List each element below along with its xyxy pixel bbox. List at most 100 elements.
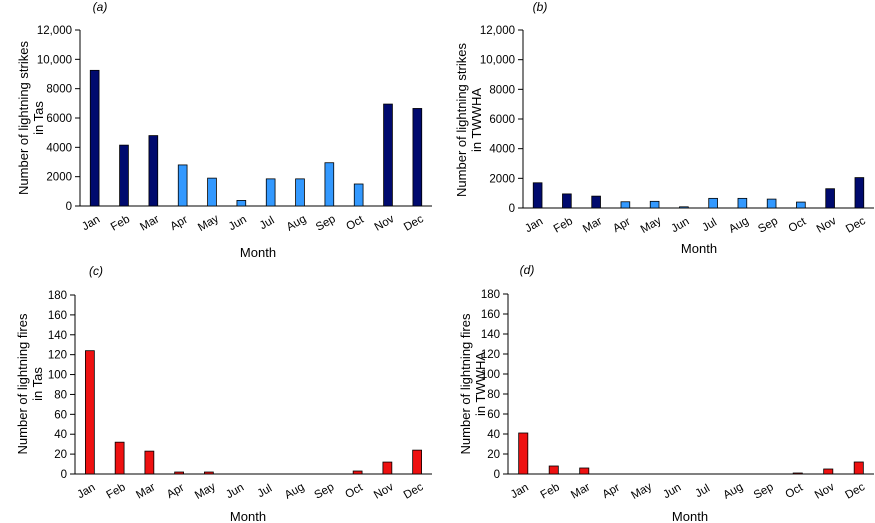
x-tick-label: Jun — [224, 482, 246, 502]
y-tick-label: 80 — [54, 389, 67, 401]
x-tick-label: Nov — [372, 481, 396, 502]
bar-dec — [412, 449, 422, 475]
bar-feb — [114, 441, 125, 475]
bar-mar — [579, 467, 590, 475]
x-tick-label: Apr — [168, 214, 190, 233]
bar-mar — [144, 450, 155, 475]
bar-dec — [853, 461, 864, 475]
y-tick-label: 0 — [509, 203, 515, 215]
panel-label: (d) — [520, 263, 535, 277]
y-axis-title-line: Number of lightning fires — [15, 313, 30, 454]
chart-panel-2: (c) 0 20 40 60 80 100 120 140 160 180 Jan Feb Mar Apr M… — [15, 264, 432, 523]
bar-nov — [823, 468, 834, 475]
panel-label: (a) — [93, 0, 108, 14]
y-tick-label: 10,000 — [37, 54, 72, 66]
x-tick-label: Feb — [105, 481, 128, 501]
y-tick-label: 0 — [61, 469, 67, 481]
y-axis-title-line: Number of lightning strikes — [16, 41, 31, 195]
panel-label: (b) — [533, 0, 548, 14]
y-tick-label: 12,000 — [37, 25, 72, 37]
bar-sep — [324, 162, 335, 207]
y-tick-label: 8000 — [46, 84, 72, 96]
x-tick-label: Nov — [813, 481, 837, 502]
x-tick-label: May — [629, 481, 654, 502]
x-tick-label: Jun — [661, 482, 683, 502]
y-axis-title-line: Number of lightning fires — [458, 313, 473, 454]
x-tick-label: Aug — [283, 481, 307, 502]
x-tick-label: Dec — [843, 481, 867, 502]
x-tick-label: Jan — [523, 216, 545, 236]
x-tick-label: Jul — [693, 483, 712, 501]
y-tick-label: 140 — [48, 330, 67, 342]
y-tick-label: 140 — [481, 329, 500, 341]
x-axis-title: Month — [230, 509, 266, 523]
y-tick-label: 6000 — [489, 114, 515, 126]
y-tick-label: 160 — [48, 310, 67, 322]
bar-may — [207, 177, 217, 207]
y-tick-label: 0 — [66, 201, 72, 213]
x-tick-label: Feb — [109, 213, 132, 233]
y-axis-title: Number of lightning firesin TWWHA — [458, 313, 488, 454]
bar-oct — [796, 201, 806, 209]
y-axis-title-line: in TWWHA — [473, 352, 488, 416]
bar-aug — [737, 197, 748, 209]
x-axis-title: Month — [672, 509, 708, 523]
x-tick-label: Dec — [402, 481, 426, 502]
x-tick-label: Sep — [756, 215, 780, 236]
bar-dec — [854, 177, 865, 209]
y-tick-label: 180 — [48, 290, 67, 302]
y-tick-label: 4000 — [46, 142, 72, 154]
x-tick-label: May — [639, 215, 664, 236]
x-tick-label: Oct — [787, 215, 809, 235]
y-tick-label: 20 — [54, 449, 67, 461]
y-tick-label: 60 — [487, 409, 500, 421]
y-axis-title: Number of lightning firesin Tas — [15, 313, 45, 454]
y-tick-label: 10,000 — [480, 55, 515, 67]
y-tick-label: 2000 — [489, 173, 515, 185]
bar-mar — [148, 135, 159, 207]
x-tick-label: Mar — [138, 213, 161, 233]
y-tick-label: 2000 — [46, 172, 72, 184]
x-tick-label: Aug — [721, 481, 745, 502]
y-tick-label: 12,000 — [480, 25, 515, 37]
bar-jul — [708, 197, 718, 209]
y-tick-label: 20 — [487, 449, 500, 461]
x-tick-label: Jun — [669, 216, 691, 236]
x-tick-label: Oct — [344, 213, 366, 233]
x-tick-label: Apr — [600, 482, 622, 501]
x-tick-label: Jul — [700, 217, 719, 235]
x-tick-label: Aug — [285, 213, 309, 234]
bar-may — [649, 200, 660, 209]
bar-apr — [174, 471, 184, 475]
x-tick-label: Jul — [258, 215, 277, 233]
y-tick-label: 6000 — [46, 113, 72, 125]
panel-label: (c) — [89, 264, 103, 278]
bar-oct — [352, 470, 363, 475]
y-tick-label: 100 — [48, 370, 67, 382]
bar-nov — [825, 188, 835, 209]
x-tick-label: Jan — [75, 482, 97, 502]
x-tick-label: Jan — [80, 214, 102, 234]
x-tick-label: Jun — [227, 214, 249, 234]
bar-feb — [562, 193, 572, 209]
bar-jul — [265, 178, 276, 207]
y-tick-label: 8000 — [489, 84, 515, 96]
x-axis-title: Month — [681, 241, 717, 256]
bar-nov — [382, 461, 393, 475]
x-tick-label: Mar — [569, 481, 592, 501]
bar-apr — [177, 164, 188, 207]
y-tick-label: 120 — [481, 349, 500, 361]
x-tick-label: Apr — [611, 216, 633, 235]
bar-nov — [383, 103, 393, 207]
y-tick-label: 120 — [48, 350, 67, 362]
bar-sep — [766, 198, 777, 209]
bar-apr — [620, 201, 631, 209]
bar-dec — [412, 108, 423, 207]
bar-jan — [518, 432, 529, 475]
x-tick-label: Sep — [314, 213, 338, 234]
y-tick-label: 80 — [487, 389, 500, 401]
y-axis-title-line: in TWWHA — [469, 88, 484, 152]
bar-jan — [532, 182, 543, 209]
y-tick-label: 0 — [494, 469, 500, 481]
